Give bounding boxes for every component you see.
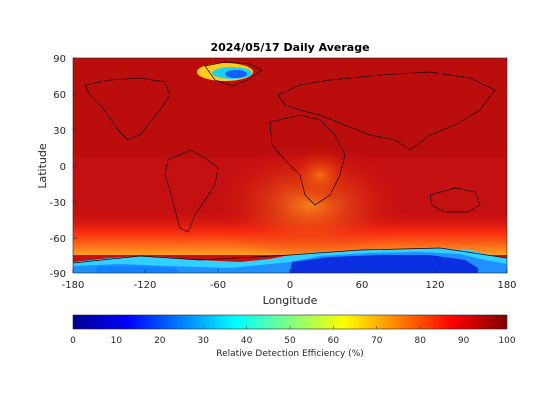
coastlines bbox=[73, 61, 507, 264]
colorbar-tick-label: 60 bbox=[328, 336, 340, 346]
x-tick-label: 60 bbox=[356, 280, 369, 291]
x-tick-label: -180 bbox=[62, 280, 85, 291]
y-tick-label: -60 bbox=[50, 234, 66, 245]
colorbar-tick-label: 10 bbox=[111, 336, 123, 346]
y-axis-label: Latitude bbox=[36, 143, 49, 189]
x-tick-label: 120 bbox=[425, 280, 444, 291]
south-atlantic-anomaly bbox=[215, 145, 405, 265]
y-tick-labels: 90 60 30 0 -30 -60 -90 bbox=[50, 54, 66, 280]
antarctica-west-core bbox=[95, 266, 180, 273]
colorbar-tick-label: 20 bbox=[154, 336, 166, 346]
colorbar-tick-label: 30 bbox=[197, 336, 209, 346]
chart-title: 2024/05/17 Daily Average bbox=[210, 41, 369, 54]
map-field bbox=[73, 58, 507, 273]
x-tick-label: -120 bbox=[134, 280, 157, 291]
y-tick-label: -30 bbox=[50, 198, 66, 209]
greenland-core bbox=[225, 70, 247, 78]
colorbar-tick-label: 100 bbox=[498, 336, 515, 346]
x-tick-label: 0 bbox=[287, 280, 293, 291]
greenland-coast bbox=[204, 61, 263, 87]
tick-marks bbox=[72, 57, 508, 273]
south-america-coast bbox=[164, 149, 219, 233]
australia-coast bbox=[429, 187, 481, 213]
colorbar-ticks bbox=[116, 326, 464, 329]
y-tick-label: 30 bbox=[53, 126, 66, 137]
colorbar-tick-label: 90 bbox=[458, 336, 470, 346]
colorbar-tick-label: 80 bbox=[414, 336, 426, 346]
africa-anomaly bbox=[285, 145, 355, 205]
y-tick-label: 0 bbox=[60, 162, 66, 173]
y-tick-label: 60 bbox=[53, 90, 66, 101]
north-america-coast bbox=[84, 77, 171, 141]
colorbar-label: Relative Detection Efficiency (%) bbox=[216, 349, 364, 359]
eurasia-coast bbox=[277, 71, 496, 151]
antarctica-east-core bbox=[290, 255, 478, 273]
y-tick-label: -90 bbox=[50, 269, 66, 280]
colorbar-tick-label: 40 bbox=[241, 336, 253, 346]
antarctica-coast bbox=[73, 247, 507, 264]
colorbar-tick-label: 70 bbox=[371, 336, 383, 346]
x-axis-label: Longitude bbox=[263, 294, 318, 307]
y-tick-label: 90 bbox=[53, 54, 66, 65]
x-tick-label: 180 bbox=[497, 280, 516, 291]
colorbar-tick-labels: 0 10 20 30 40 50 60 70 80 90 100 bbox=[70, 336, 516, 346]
x-tick-labels: -180 -120 -60 0 60 120 180 bbox=[62, 280, 517, 291]
colorbar-tick-label: 0 bbox=[70, 336, 76, 346]
northern-tone bbox=[73, 58, 507, 158]
africa-coast bbox=[269, 114, 346, 206]
colorbar-tick-label: 50 bbox=[284, 336, 296, 346]
x-tick-label: -60 bbox=[210, 280, 226, 291]
